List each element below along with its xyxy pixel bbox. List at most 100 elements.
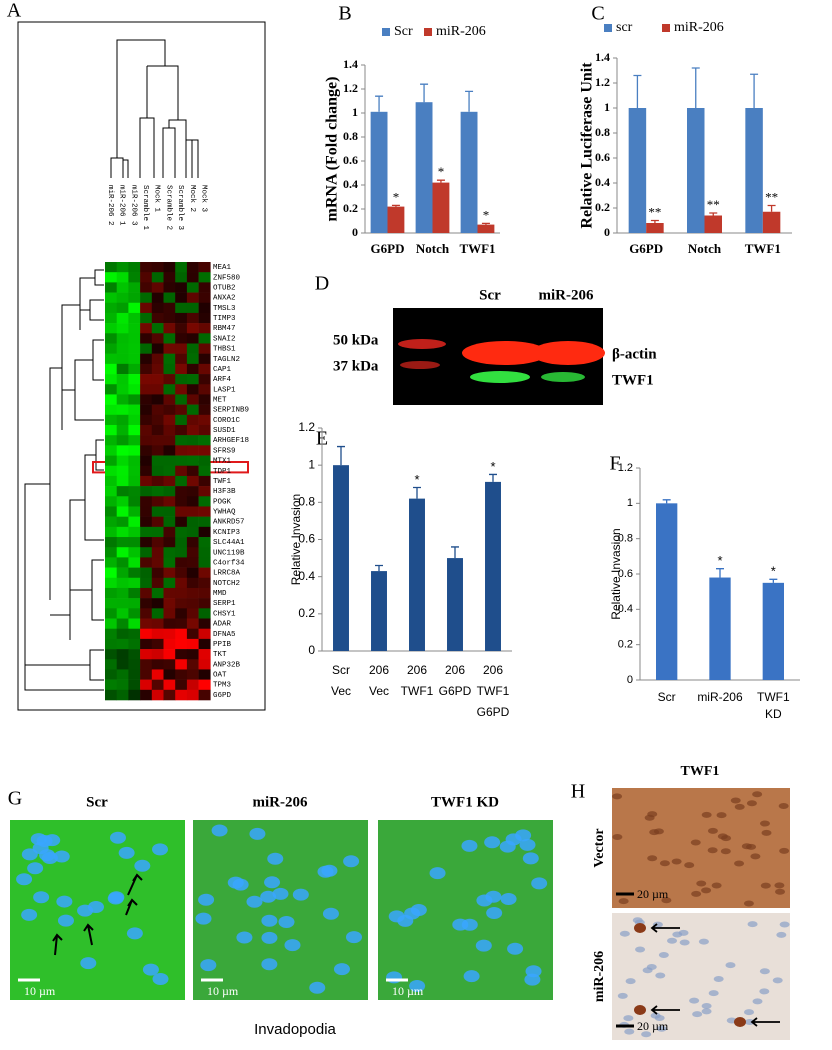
heatmap-cell	[105, 618, 117, 629]
heatmap-cell	[175, 567, 188, 579]
significance-label: *	[771, 564, 776, 579]
heatmap-cell	[198, 547, 211, 558]
heatmap-cell	[105, 638, 117, 650]
stained-nucleus	[734, 1017, 746, 1027]
error-bar	[465, 90, 474, 112]
heatmap-cell	[151, 526, 164, 538]
image-title: TWF1	[681, 764, 720, 779]
bar	[656, 503, 678, 680]
sample-label: miR-206 1	[118, 185, 126, 226]
heatmap-cell	[140, 567, 153, 579]
sample-label: Scramble 3	[176, 185, 184, 231]
heatmap-cell	[186, 475, 199, 487]
heatmap-cell	[140, 659, 153, 670]
heatmap-cell	[175, 333, 188, 344]
heatmap-cell	[128, 496, 141, 507]
heatmap-cell	[186, 608, 199, 619]
bar	[477, 224, 495, 233]
heatmap-cell	[128, 323, 141, 334]
cell	[747, 921, 758, 928]
heatmap-cell	[116, 343, 129, 354]
nucleus	[118, 846, 135, 859]
nucleus	[39, 849, 56, 862]
heatmap-cell	[128, 312, 141, 324]
nucleus	[232, 878, 249, 891]
blot-band	[398, 339, 446, 349]
cell	[701, 1008, 712, 1015]
nucleus	[126, 927, 143, 940]
heatmap-cell	[151, 394, 164, 405]
cell	[641, 1031, 652, 1038]
heatmap-cell	[175, 587, 188, 599]
gene-label: ARHGEF18	[213, 437, 249, 445]
heatmap-cell	[186, 302, 199, 314]
bar	[387, 206, 405, 233]
blot-label: Scr	[479, 287, 501, 303]
heatmap-cell	[163, 628, 176, 640]
heatmap-cell	[151, 262, 164, 273]
y-tick-label: 0.8	[618, 533, 633, 545]
stained-nucleus	[634, 1005, 646, 1015]
gene-label: CAP1	[213, 366, 232, 374]
heatmap-cell	[140, 445, 153, 456]
significance-label: **	[765, 189, 778, 204]
sample-label: Scramble 1	[141, 185, 149, 231]
heatmap-cell	[128, 414, 141, 426]
heatmap-cell	[163, 659, 176, 670]
gene-label: H3F3B	[213, 488, 236, 496]
bar	[704, 215, 722, 233]
cell	[701, 1003, 712, 1010]
heatmap-cell	[116, 475, 129, 487]
heatmap-cell	[116, 292, 129, 304]
heatmap-cell	[151, 659, 164, 670]
heatmap-cell	[186, 486, 199, 497]
arrow	[125, 898, 138, 916]
heatmap-cell	[116, 282, 129, 293]
heatmap-cell	[198, 384, 211, 395]
x-tick-label: TWF1	[459, 241, 495, 256]
heatmap-cell	[198, 649, 211, 660]
bar	[371, 571, 387, 651]
heatmap-cell	[198, 587, 211, 599]
legend-swatch	[424, 28, 432, 36]
cell	[617, 992, 628, 999]
significance-label: *	[414, 472, 419, 487]
nucleus	[33, 891, 50, 904]
heatmap-cell	[140, 333, 153, 344]
heatmap-cell	[140, 506, 153, 517]
heatmap-cell	[175, 302, 188, 314]
heatmap-cell	[151, 282, 164, 293]
heatmap-cell	[175, 598, 188, 609]
heatmap-cell	[151, 302, 164, 314]
heatmap-cell	[198, 496, 211, 507]
heatmap-cell	[163, 608, 176, 619]
heatmap-cell	[140, 475, 153, 487]
y-tick-label: 0.4	[343, 177, 358, 191]
heatmap-cell	[198, 312, 211, 324]
cell	[667, 937, 678, 944]
heatmap-cell	[140, 537, 153, 548]
x-tick-label: 206	[369, 663, 389, 677]
heatmap-cell	[116, 445, 129, 456]
cell	[701, 887, 712, 894]
heatmap-cell	[186, 649, 199, 660]
heatmap-cell	[116, 669, 129, 680]
nucleus	[21, 848, 38, 861]
heatmap-cell	[105, 302, 117, 314]
heatmap-cell	[140, 455, 153, 467]
heatmap-cell	[105, 679, 117, 691]
heatmap-cell	[140, 312, 153, 324]
nucleus	[410, 903, 427, 916]
heatmap-cell	[186, 598, 199, 609]
heatmap-cell	[116, 414, 129, 426]
cell	[691, 890, 702, 897]
x-tick-label: TWF1	[757, 690, 790, 704]
heatmap-cell	[163, 526, 176, 538]
heatmap-cell	[151, 516, 164, 528]
heatmap-cell	[140, 292, 153, 304]
gene-label: CORO1C	[213, 417, 241, 425]
heatmap-cell	[105, 537, 117, 548]
arrow	[750, 1017, 780, 1027]
heatmap-cell	[151, 547, 164, 558]
heatmap-cell	[151, 608, 164, 619]
